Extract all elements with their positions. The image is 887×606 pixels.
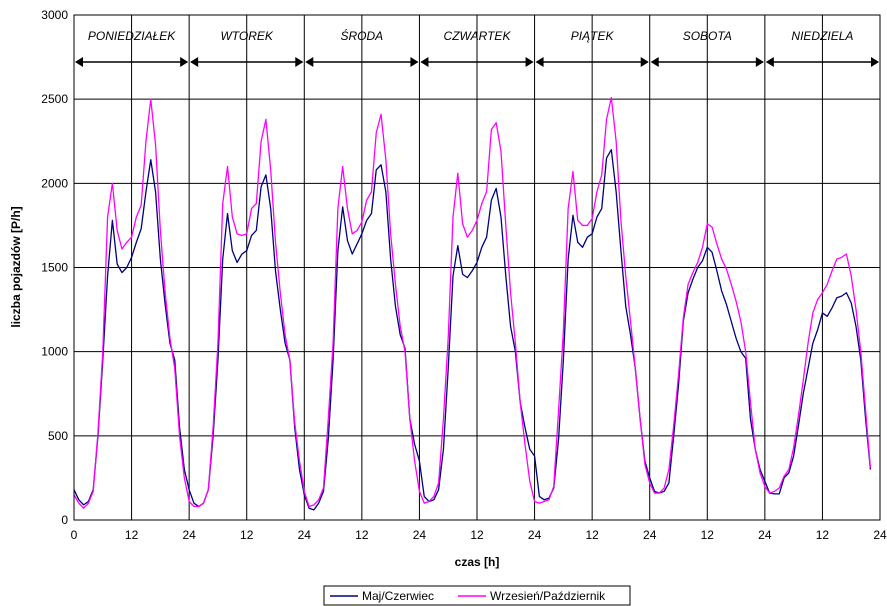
y-tick-label: 500 [48, 429, 68, 443]
day-arrow-head-right [871, 57, 879, 67]
x-tick-label: 12 [816, 528, 830, 542]
day-arrow-head-right [180, 57, 189, 67]
day-arrows [75, 57, 879, 67]
day-label: NIEDZIELA [791, 29, 853, 43]
x-tick-label: 12 [355, 528, 369, 542]
x-tick-label: 24 [413, 528, 427, 542]
day-arrow-head-right [640, 57, 649, 67]
x-tick-label: 12 [701, 528, 715, 542]
day-arrow-head-left [75, 57, 83, 67]
legend-label-wrzesien-pazdziernik: Wrzesień/Październik [490, 589, 606, 603]
x-tick-label: 24 [528, 528, 542, 542]
day-arrow-head-right [295, 57, 304, 67]
x-tick-label: 24 [182, 528, 196, 542]
x-tick-label: 24 [758, 528, 772, 542]
x-tick-label: 24 [298, 528, 312, 542]
day-label: CZWARTEK [444, 29, 512, 43]
x-tick-label: 12 [470, 528, 484, 542]
x-tick-label: 0 [71, 528, 78, 542]
plot-border [73, 14, 881, 521]
day-arrow-head-right [525, 57, 534, 67]
day-arrow-head-left [535, 57, 544, 67]
y-tick-label: 1500 [41, 261, 68, 275]
day-arrow-head-left [650, 57, 659, 67]
day-label: WTOREK [220, 29, 273, 43]
y-tick-label: 1000 [41, 345, 68, 359]
y-axis-title: liczba pojazdów [P/h] [9, 206, 23, 327]
legend: Maj/Czerwiec Wrzesień/Październik [323, 585, 631, 606]
x-tick-labels: 0 12 24 12 24 12 24 12 24 12 24 12 24 12 24 [71, 528, 887, 542]
y-tick-label: 0 [61, 513, 68, 527]
day-arrow-head-left [305, 57, 314, 67]
x-axis-title: czas [h] [455, 555, 500, 569]
day-arrow-head-left [765, 57, 774, 67]
legend-label-maj-czerwiec: Maj/Czerwiec [362, 589, 434, 603]
day-labels: PONIEDZIAŁEK WTOREK ŚRODA CZWARTEK PIĄTEK SOB… [88, 28, 854, 43]
x-tick-label: 12 [125, 528, 139, 542]
day-arrow-head-right [755, 57, 764, 67]
x-tick-label: 12 [240, 528, 254, 542]
x-tick-label: 12 [585, 528, 599, 542]
y-tick-label: 2500 [41, 92, 68, 106]
x-tick-label: 24 [873, 528, 887, 542]
day-label: ŚRODA [341, 28, 384, 43]
day-arrow-head-right [410, 57, 419, 67]
day-label: SOBOTA [683, 29, 732, 43]
series-line-1 [73, 96, 872, 509]
day-arrow-head-left [190, 57, 199, 67]
series-lines [73, 96, 872, 511]
y-tick-label: 2000 [41, 176, 68, 190]
day-label: PONIEDZIAŁEK [88, 29, 176, 43]
x-tick-label: 24 [643, 528, 657, 542]
day-arrow-head-left [420, 57, 429, 67]
y-tick-label: 3000 [41, 8, 68, 22]
day-label: PIĄTEK [571, 29, 615, 43]
y-tick-labels: 0 500 1000 1500 2000 2500 3000 [41, 8, 68, 527]
